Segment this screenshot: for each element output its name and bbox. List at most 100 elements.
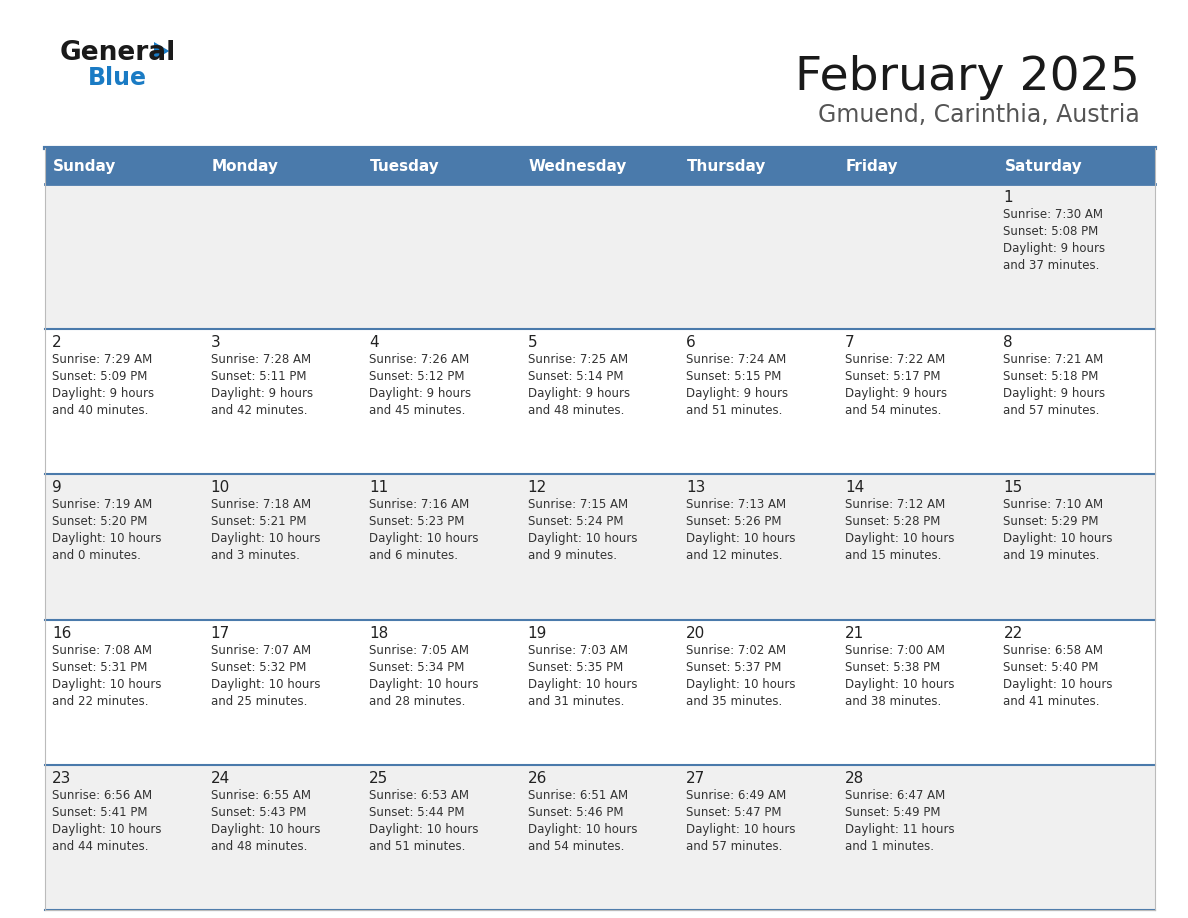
Text: Daylight: 9 hours: Daylight: 9 hours	[52, 387, 154, 400]
Text: Daylight: 10 hours: Daylight: 10 hours	[210, 532, 320, 545]
Text: and 54 minutes.: and 54 minutes.	[845, 404, 941, 417]
Bar	[203, 475, 362, 620]
Text: Sunset: 5:14 PM: Sunset: 5:14 PM	[527, 370, 624, 383]
Text: 12: 12	[527, 480, 546, 496]
Text: Sunrise: 7:12 AM: Sunrise: 7:12 AM	[845, 498, 946, 511]
Text: 21: 21	[845, 625, 864, 641]
Bar	[362, 475, 520, 620]
Bar	[520, 620, 680, 765]
Text: Sunrise: 7:29 AM: Sunrise: 7:29 AM	[52, 353, 152, 366]
Text: 13: 13	[687, 480, 706, 496]
Text: and 38 minutes.: and 38 minutes.	[845, 695, 941, 708]
Text: Sunset: 5:49 PM: Sunset: 5:49 PM	[845, 806, 941, 819]
Text: Sunrise: 6:53 AM: Sunrise: 6:53 AM	[369, 789, 469, 801]
Text: Sunset: 5:29 PM: Sunset: 5:29 PM	[1004, 515, 1099, 529]
Text: Sunset: 5:28 PM: Sunset: 5:28 PM	[845, 515, 940, 529]
Text: and 0 minutes.: and 0 minutes.	[52, 549, 141, 563]
Text: Sunrise: 6:51 AM: Sunrise: 6:51 AM	[527, 789, 627, 801]
Text: 5: 5	[527, 335, 537, 350]
Text: Sunrise: 7:00 AM: Sunrise: 7:00 AM	[845, 644, 944, 656]
Text: Sunrise: 7:02 AM: Sunrise: 7:02 AM	[687, 644, 786, 656]
Text: and 57 minutes.: and 57 minutes.	[1004, 404, 1100, 417]
Text: Sunrise: 6:47 AM: Sunrise: 6:47 AM	[845, 789, 946, 801]
Text: Sunrise: 7:07 AM: Sunrise: 7:07 AM	[210, 644, 311, 656]
Text: Sunset: 5:15 PM: Sunset: 5:15 PM	[687, 370, 782, 383]
Bar	[680, 148, 838, 184]
Text: and 45 minutes.: and 45 minutes.	[369, 404, 466, 417]
Bar	[520, 148, 680, 184]
Bar	[362, 330, 520, 475]
Text: Sunset: 5:31 PM: Sunset: 5:31 PM	[52, 661, 147, 674]
Text: Daylight: 10 hours: Daylight: 10 hours	[52, 677, 162, 690]
Text: Daylight: 10 hours: Daylight: 10 hours	[52, 532, 162, 545]
Text: and 22 minutes.: and 22 minutes.	[52, 695, 148, 708]
Text: and 51 minutes.: and 51 minutes.	[687, 404, 783, 417]
Bar	[680, 330, 838, 475]
Text: and 41 minutes.: and 41 minutes.	[1004, 695, 1100, 708]
Text: Sunrise: 6:55 AM: Sunrise: 6:55 AM	[210, 789, 310, 801]
Bar	[362, 620, 520, 765]
Text: Sunrise: 7:18 AM: Sunrise: 7:18 AM	[210, 498, 311, 511]
Bar	[997, 330, 1155, 475]
Text: Sunset: 5:46 PM: Sunset: 5:46 PM	[527, 806, 624, 819]
Text: Sunset: 5:17 PM: Sunset: 5:17 PM	[845, 370, 941, 383]
Text: Sunset: 5:47 PM: Sunset: 5:47 PM	[687, 806, 782, 819]
Text: and 9 minutes.: and 9 minutes.	[527, 549, 617, 563]
Text: Sunrise: 7:22 AM: Sunrise: 7:22 AM	[845, 353, 946, 366]
Text: 15: 15	[1004, 480, 1023, 496]
Bar	[45, 475, 203, 620]
Text: Daylight: 9 hours: Daylight: 9 hours	[845, 387, 947, 400]
Text: Saturday: Saturday	[1004, 159, 1082, 174]
Bar	[838, 475, 997, 620]
Bar	[680, 765, 838, 910]
Bar	[362, 765, 520, 910]
Text: and 48 minutes.: and 48 minutes.	[527, 404, 624, 417]
Text: Daylight: 10 hours: Daylight: 10 hours	[210, 677, 320, 690]
Text: Thursday: Thursday	[688, 159, 766, 174]
Text: Daylight: 10 hours: Daylight: 10 hours	[1004, 677, 1113, 690]
Text: Sunset: 5:11 PM: Sunset: 5:11 PM	[210, 370, 307, 383]
Text: Daylight: 9 hours: Daylight: 9 hours	[1004, 242, 1106, 255]
Text: 10: 10	[210, 480, 229, 496]
Text: Sunrise: 7:15 AM: Sunrise: 7:15 AM	[527, 498, 627, 511]
Text: Sunset: 5:34 PM: Sunset: 5:34 PM	[369, 661, 465, 674]
Text: Sunset: 5:21 PM: Sunset: 5:21 PM	[210, 515, 307, 529]
Text: Daylight: 11 hours: Daylight: 11 hours	[845, 823, 954, 835]
Text: 2: 2	[52, 335, 62, 350]
Bar	[838, 765, 997, 910]
Text: Daylight: 9 hours: Daylight: 9 hours	[687, 387, 789, 400]
Text: and 28 minutes.: and 28 minutes.	[369, 695, 466, 708]
Bar	[997, 184, 1155, 330]
Text: Sunset: 5:20 PM: Sunset: 5:20 PM	[52, 515, 147, 529]
Text: Monday: Monday	[211, 159, 278, 174]
Bar	[838, 184, 997, 330]
Text: Sunset: 5:32 PM: Sunset: 5:32 PM	[210, 661, 307, 674]
Text: and 48 minutes.: and 48 minutes.	[210, 840, 307, 853]
Text: and 1 minutes.: and 1 minutes.	[845, 840, 934, 853]
Polygon shape	[154, 42, 170, 60]
Text: Blue: Blue	[88, 66, 147, 90]
Text: Sunrise: 7:26 AM: Sunrise: 7:26 AM	[369, 353, 469, 366]
Text: Daylight: 10 hours: Daylight: 10 hours	[687, 677, 796, 690]
Text: 25: 25	[369, 771, 388, 786]
Text: 8: 8	[1004, 335, 1013, 350]
Text: 18: 18	[369, 625, 388, 641]
Text: Sunrise: 7:25 AM: Sunrise: 7:25 AM	[527, 353, 627, 366]
Bar	[520, 184, 680, 330]
Text: Sunset: 5:23 PM: Sunset: 5:23 PM	[369, 515, 465, 529]
Bar	[520, 330, 680, 475]
Bar	[997, 765, 1155, 910]
Text: Sunrise: 7:10 AM: Sunrise: 7:10 AM	[1004, 498, 1104, 511]
Text: Sunrise: 7:24 AM: Sunrise: 7:24 AM	[687, 353, 786, 366]
Text: Daylight: 10 hours: Daylight: 10 hours	[845, 532, 954, 545]
Text: February 2025: February 2025	[795, 55, 1140, 100]
Bar	[203, 330, 362, 475]
Text: Sunday: Sunday	[53, 159, 116, 174]
Text: Daylight: 9 hours: Daylight: 9 hours	[369, 387, 472, 400]
Text: and 31 minutes.: and 31 minutes.	[527, 695, 624, 708]
Text: Wednesday: Wednesday	[529, 159, 627, 174]
Text: 17: 17	[210, 625, 229, 641]
Text: Daylight: 10 hours: Daylight: 10 hours	[687, 823, 796, 835]
Text: Sunrise: 7:13 AM: Sunrise: 7:13 AM	[687, 498, 786, 511]
Text: Daylight: 9 hours: Daylight: 9 hours	[210, 387, 312, 400]
